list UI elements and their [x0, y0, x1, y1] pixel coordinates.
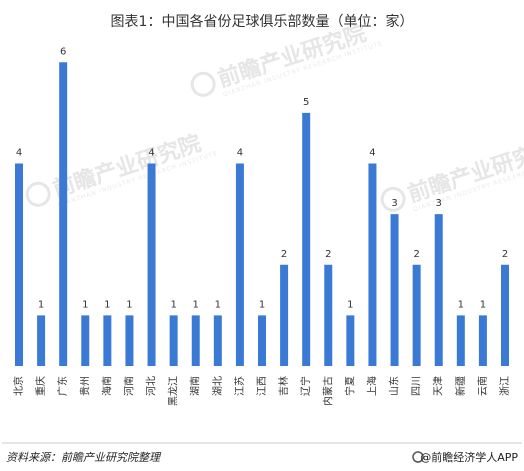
- value-label-3: 1: [82, 299, 88, 310]
- value-label-6: 4: [148, 148, 154, 159]
- bar-22: [501, 264, 509, 366]
- value-label-2: 6: [60, 46, 66, 57]
- tick-label-3: 贵州: [78, 376, 91, 396]
- tick-label-19: 天津: [433, 376, 445, 396]
- value-label-21: 1: [480, 299, 486, 310]
- tick-label-0: 北京: [12, 376, 25, 396]
- tick-labels-group: 北京 重庆 广东 贵州 海南 河南 河北 黑龙江 湖南 湖北 江苏 江西 吉林 辽宁 内蒙古 宁夏 上海 山东 四川…: [12, 376, 511, 406]
- watermark-right: 前瞻产业研究院 QIANZHAN INDUSTRY RESEARCH INSTI…: [380, 135, 524, 213]
- bar-8: [191, 315, 200, 367]
- tick-label-14: 内蒙古: [321, 376, 334, 406]
- bar-18: [412, 264, 421, 366]
- bar-5: [125, 315, 134, 367]
- bar-0: [15, 163, 23, 366]
- chart-title: 图表1：中国各省份足球俱乐部数量（单位：家）: [111, 13, 414, 30]
- tick-label-22: 浙江: [499, 376, 511, 396]
- value-label-4: 1: [104, 299, 110, 310]
- footer-brand-group: @前瞻经济学人APP: [412, 450, 518, 464]
- value-label-19: 3: [436, 198, 442, 209]
- bar-19: [434, 214, 443, 367]
- bar-2: [59, 62, 68, 366]
- tick-label-5: 河南: [122, 376, 135, 396]
- tick-label-13: 辽宁: [299, 376, 312, 396]
- brand-logo-icon: [412, 451, 424, 463]
- watermark-logo-icon: [380, 186, 406, 212]
- value-label-9: 1: [215, 299, 221, 310]
- tick-label-10: 江苏: [233, 376, 246, 396]
- tick-label-12: 吉林: [277, 376, 290, 396]
- value-label-22: 2: [502, 249, 508, 260]
- bar-16: [368, 163, 377, 366]
- bar-14: [324, 264, 333, 366]
- value-label-8: 1: [193, 299, 199, 310]
- watermark-group: 前瞻产业研究院 QIANZHAN INDUSTRY RESEARCH INSTI…: [25, 20, 524, 213]
- bar-15: [346, 315, 355, 367]
- tick-label-6: 河北: [146, 376, 158, 396]
- value-label-12: 2: [281, 249, 287, 260]
- tick-label-18: 四川: [412, 376, 423, 396]
- value-label-13: 5: [303, 97, 309, 108]
- bar-12: [280, 264, 289, 366]
- tick-label-9: 湖北: [212, 376, 224, 396]
- value-label-15: 1: [347, 299, 353, 310]
- tick-label-4: 海南: [100, 376, 113, 396]
- value-label-1: 1: [38, 299, 44, 310]
- tick-label-16: 上海: [365, 376, 378, 396]
- bar-11: [258, 315, 266, 367]
- bar-20: [456, 315, 465, 367]
- tick-label-20: 新疆: [454, 376, 467, 396]
- bar-9: [213, 315, 222, 367]
- bars-group: [15, 62, 509, 367]
- footer-source: 资料来源：前瞻产业研究院整理: [6, 451, 162, 464]
- value-label-0: 4: [16, 148, 22, 159]
- tick-label-8: 湖南: [189, 376, 202, 396]
- bar-13: [302, 112, 311, 367]
- value-label-11: 1: [259, 299, 265, 310]
- value-label-5: 1: [126, 299, 132, 310]
- tick-label-2: 广东: [56, 376, 69, 396]
- bar-17: [390, 214, 399, 367]
- tick-label-17: 山东: [388, 376, 401, 396]
- value-label-7: 1: [170, 299, 176, 310]
- value-label-20: 1: [458, 299, 464, 310]
- tick-label-1: 重庆: [34, 376, 47, 396]
- bar-21: [478, 315, 487, 367]
- value-label-17: 3: [391, 198, 397, 209]
- bar-10: [235, 163, 244, 366]
- bar-1: [37, 315, 46, 367]
- watermark-logo-icon: [190, 71, 216, 97]
- tick-label-11: 江西: [256, 376, 268, 396]
- value-label-14: 2: [325, 249, 331, 260]
- tick-label-15: 宁夏: [343, 376, 356, 396]
- value-label-10: 4: [237, 148, 243, 159]
- value-label-18: 2: [413, 249, 419, 260]
- bar-7: [169, 315, 178, 367]
- watermark-left: 前瞻产业研究院 QIANZHAN INDUSTRY RESEARCH INSTI…: [25, 130, 219, 208]
- bar-6: [147, 163, 156, 366]
- bar-4: [103, 315, 112, 367]
- footer-brand: @前瞻经济学人APP: [420, 450, 518, 464]
- value-label-16: 4: [369, 148, 375, 159]
- tick-label-7: 黑龙江: [167, 376, 180, 406]
- watermark-logo-icon: [25, 181, 51, 207]
- tick-label-21: 云南: [476, 376, 489, 396]
- bar-3: [81, 315, 90, 367]
